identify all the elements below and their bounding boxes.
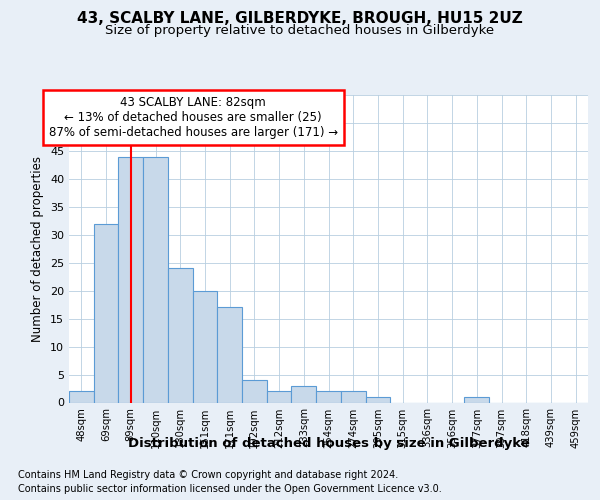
Y-axis label: Number of detached properties: Number of detached properties bbox=[31, 156, 44, 342]
Text: Size of property relative to detached houses in Gilberdyke: Size of property relative to detached ho… bbox=[106, 24, 494, 37]
Bar bbox=[365, 397, 390, 402]
Text: Distribution of detached houses by size in Gilberdyke: Distribution of detached houses by size … bbox=[128, 438, 530, 450]
Bar bbox=[168, 268, 193, 402]
Text: 43, SCALBY LANE, GILBERDYKE, BROUGH, HU15 2UZ: 43, SCALBY LANE, GILBERDYKE, BROUGH, HU1… bbox=[77, 11, 523, 26]
Bar bbox=[267, 392, 292, 402]
Text: Contains HM Land Registry data © Crown copyright and database right 2024.: Contains HM Land Registry data © Crown c… bbox=[18, 470, 398, 480]
Bar bbox=[94, 224, 118, 402]
Bar bbox=[69, 392, 94, 402]
Bar bbox=[242, 380, 267, 402]
Text: Contains public sector information licensed under the Open Government Licence v3: Contains public sector information licen… bbox=[18, 484, 442, 494]
Bar bbox=[292, 386, 316, 402]
Bar bbox=[341, 392, 365, 402]
Bar bbox=[316, 392, 341, 402]
Bar bbox=[143, 156, 168, 402]
Text: 43 SCALBY LANE: 82sqm
← 13% of detached houses are smaller (25)
87% of semi-deta: 43 SCALBY LANE: 82sqm ← 13% of detached … bbox=[49, 96, 338, 139]
Bar bbox=[118, 156, 143, 402]
Bar bbox=[217, 308, 242, 402]
Bar bbox=[193, 290, 217, 403]
Bar bbox=[464, 397, 489, 402]
